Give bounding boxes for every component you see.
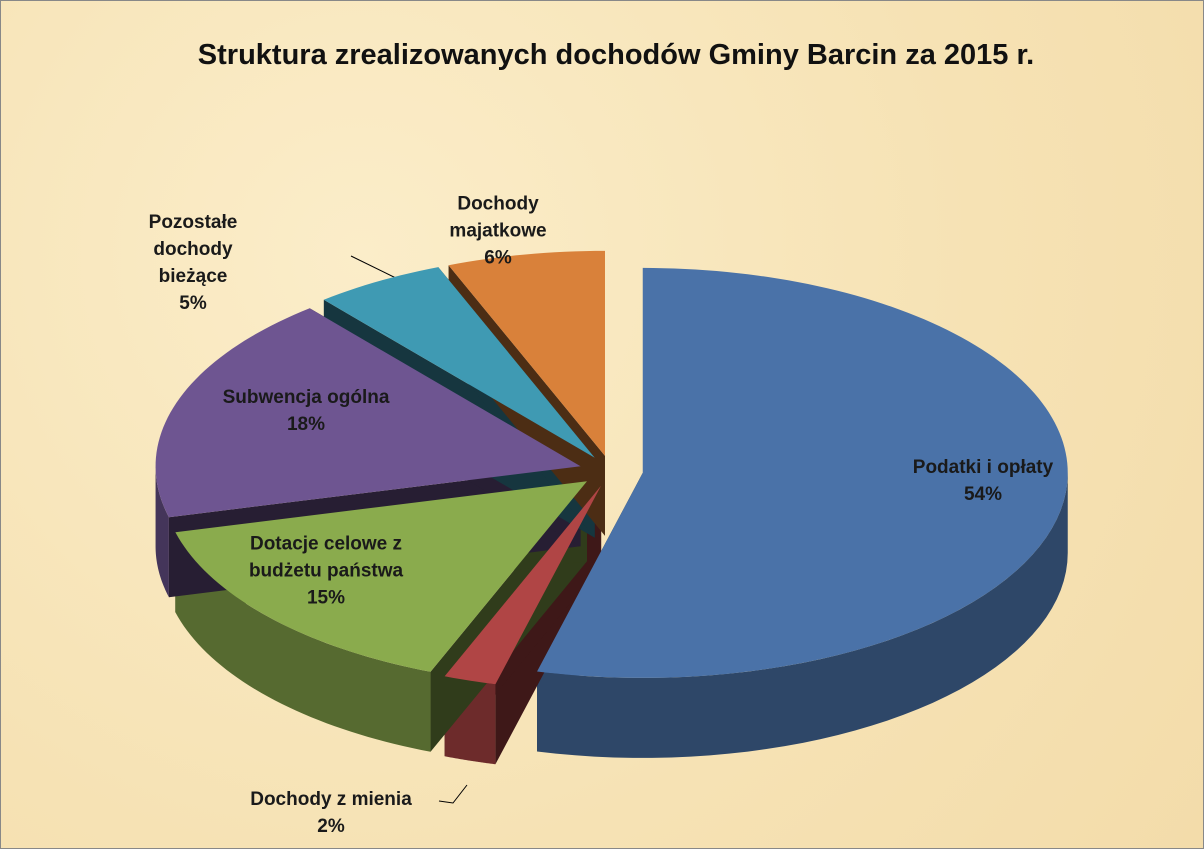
value-label: 18% — [286, 414, 326, 435]
slice — [537, 267, 1068, 678]
category-label: Dochody z mienia — [250, 789, 412, 810]
leader-line — [438, 784, 468, 804]
value-label: 5% — [179, 293, 207, 314]
value-label: 15% — [306, 587, 346, 609]
slice — [175, 481, 587, 672]
category-label: Subwencja ogólna — [222, 387, 390, 408]
slice — [155, 308, 581, 518]
slice — [444, 485, 602, 685]
chart-title: Struktura zrealizowanych dochodów Gminy … — [197, 39, 1035, 71]
category-label: Dotacje celowe z budżetu państwa — [248, 533, 404, 582]
data-label: Subwencja ogólna 18% — [176, 384, 436, 438]
data-label: Pozostałe dochody bieżące 5% — [128, 209, 258, 317]
category-label: Pozostałe dochody bieżące — [148, 212, 238, 287]
value-label: 54% — [963, 484, 1003, 505]
slice-wall — [537, 472, 1068, 758]
data-label: Dotacje celowe z budżetu państwa 15% — [221, 531, 431, 612]
slice — [448, 250, 606, 456]
value-label: 6% — [484, 247, 512, 269]
slice — [323, 267, 595, 458]
category-label: Dochody majatkowe — [449, 193, 547, 242]
data-label: Dochody majatkowe 6% — [423, 191, 573, 272]
slice-wall — [175, 532, 431, 752]
value-label: 2% — [317, 816, 345, 837]
data-label: Podatki i opłaty 54% — [853, 454, 1113, 508]
category-label: Podatki i opłaty — [912, 457, 1054, 478]
data-label: Dochody z mienia 2% — [201, 786, 461, 840]
slice-wall — [155, 466, 169, 598]
